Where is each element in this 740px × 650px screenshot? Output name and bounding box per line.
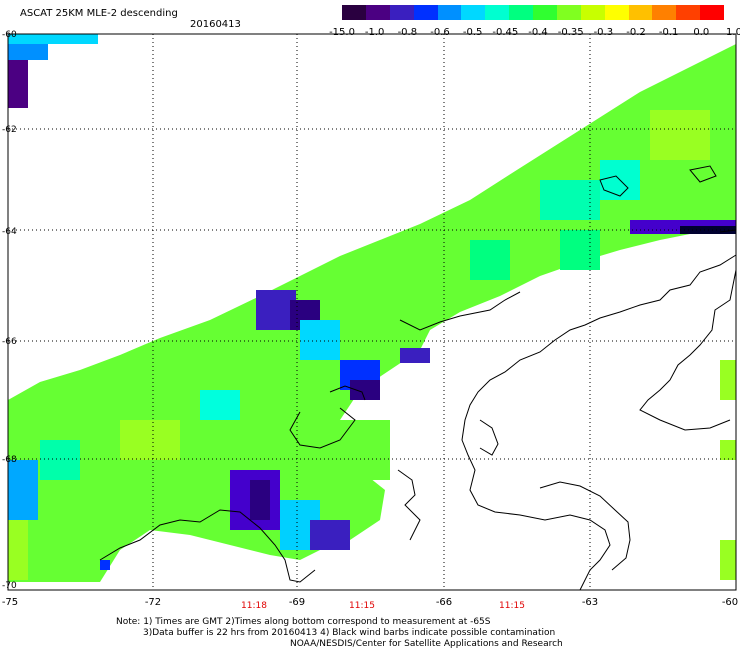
swath-cell [8, 48, 28, 108]
colorbar-swatch [389, 5, 414, 20]
swath-cell [250, 480, 270, 520]
colorbar-swatch [365, 5, 390, 20]
lat-label-68: -68 [2, 455, 17, 465]
colorbar-labels: -15.0 -1.0 -0.8 -0.6 -0.5 -0.45 -0.4 -0.35 -0.3 -… [329, 27, 740, 39]
colorbar-swatch [413, 5, 438, 20]
lon-label-66: -66 [435, 597, 453, 608]
swath-cell [720, 440, 736, 460]
swath-cell [350, 380, 380, 400]
swath-cell [720, 540, 736, 580]
colorbar-swatch [509, 5, 533, 20]
map-title: ASCAT 25KM MLE-2 descending [20, 8, 178, 19]
colorbar-label: -0.3 [593, 27, 614, 38]
swath-cell [100, 560, 110, 570]
colorbar-swatch [580, 5, 605, 20]
colorbar-swatch [556, 5, 581, 20]
swath-cell [8, 460, 38, 520]
swath-data [8, 34, 736, 582]
lon-label-72: -72 [144, 597, 162, 608]
colorbar-label: -15.0 [329, 27, 355, 38]
colorbar-label: -0.6 [430, 27, 450, 38]
swath-cell [256, 290, 296, 330]
swath-cell [120, 420, 180, 460]
time-label: 11:18 [241, 601, 267, 611]
colorbar-label: -1.0 [364, 27, 385, 38]
swath-cell [650, 110, 710, 160]
swath-cell [200, 390, 240, 420]
colorbar-label: -0.8 [397, 27, 418, 38]
colorbar-label: -0.2 [626, 27, 646, 38]
colorbar-swatch [533, 5, 557, 20]
colorbar-swatch [676, 5, 701, 20]
colorbar-swatch [700, 5, 724, 20]
lat-label-60: -60 [2, 30, 17, 40]
map-date: 20160413 [190, 19, 241, 30]
lat-label-70: -70 [2, 581, 17, 591]
lon-label-63: -63 [581, 597, 599, 608]
colorbar [342, 5, 724, 20]
swath-cell [8, 40, 48, 60]
colorbar-swatch [342, 5, 366, 20]
colorbar-swatch [485, 5, 510, 20]
colorbar-label: 0.0 [693, 27, 710, 38]
time-label: 11:15 [349, 601, 375, 611]
note-line-3: NOAA/NESDIS/Center for Satellite Applica… [290, 639, 563, 649]
swath-cell [560, 230, 600, 270]
colorbar-label: -0.1 [658, 27, 679, 38]
swath-cell [720, 360, 736, 400]
swath-cell [470, 240, 510, 280]
colorbar-label: -0.35 [557, 27, 584, 38]
colorbar-label: -0.5 [462, 27, 483, 38]
lat-label-62: -62 [2, 125, 17, 135]
colorbar-label: -0.4 [528, 27, 548, 38]
colorbar-label: -0.45 [492, 27, 519, 38]
time-label: 11:15 [499, 601, 525, 611]
swath-cell [8, 520, 28, 580]
swath-band [8, 44, 736, 582]
colorbar-swatch [461, 5, 486, 20]
swath-cell [400, 348, 430, 363]
colorbar-swatch [604, 5, 629, 20]
swath-cell [8, 34, 98, 44]
lon-label-60: -60 [721, 597, 739, 608]
lon-label-75: -75 [1, 597, 19, 608]
colorbar-label: 1.0 [726, 27, 740, 38]
colorbar-swatch [628, 5, 653, 20]
swath-cell [330, 420, 390, 480]
note-line-2: 3)Data buffer is 22 hrs from 20160413 4)… [143, 628, 556, 638]
lat-label-64: -64 [2, 227, 17, 237]
swath-cell [300, 320, 340, 360]
lon-label-69: -69 [288, 597, 306, 608]
colorbar-swatch [652, 5, 677, 20]
colorbar-swatch [437, 5, 462, 20]
swath-cell [40, 440, 80, 480]
coastline [99, 165, 737, 591]
swath-cell [540, 180, 600, 220]
gridlines [8, 34, 736, 590]
swath-cell [310, 520, 350, 550]
note-line-1: Note: 1) Times are GMT 2)Times along bot… [116, 617, 491, 627]
map-frame [7, 33, 737, 591]
lat-label-66: -66 [2, 337, 17, 347]
